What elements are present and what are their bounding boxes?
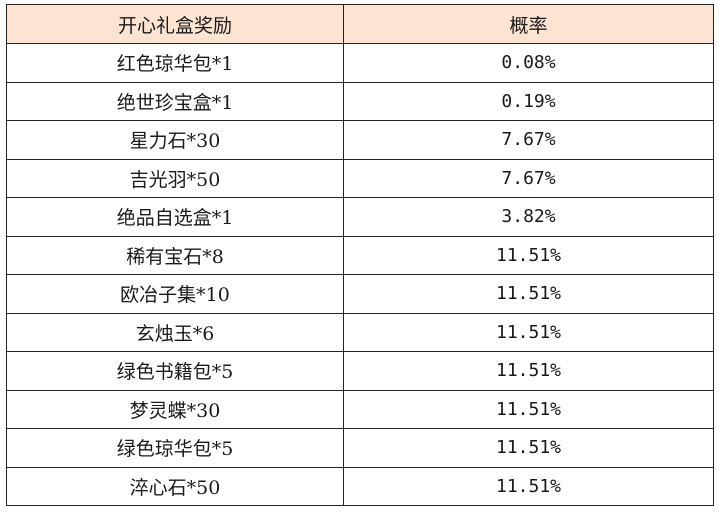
table-body: 红色琼华包*1 0.08% 绝世珍宝盒*1 0.19% 星力石*30 7.67%… [6,43,714,506]
probability-cell: 7.67% [343,120,714,160]
reward-cell: 梦灵蝶*30 [6,389,344,429]
probability-cell: 11.51% [343,428,714,468]
reward-probability-table: 开心礼盒奖励 概率 红色琼华包*1 0.08% 绝世珍宝盒*1 0.19% 星力… [6,4,714,506]
table-row: 绿色琼华包*5 11.51% [6,428,714,468]
reward-cell: 稀有宝石*8 [6,235,344,275]
reward-cell: 绝世珍宝盒*1 [6,81,344,121]
table-header: 开心礼盒奖励 概率 [6,4,714,44]
table-row: 绿色书籍包*5 11.51% [6,351,714,391]
probability-cell: 0.19% [343,81,714,121]
table-row: 梦灵蝶*30 11.51% [6,389,714,429]
header-probability: 概率 [343,4,714,44]
reward-cell: 淬心石*50 [6,466,344,506]
probability-cell: 11.51% [343,351,714,391]
probability-cell: 11.51% [343,274,714,314]
probability-cell: 0.08% [343,43,714,83]
header-reward: 开心礼盒奖励 [6,4,344,44]
probability-cell: 11.51% [343,466,714,506]
probability-cell: 11.51% [343,312,714,352]
table-row: 玄烛玉*6 11.51% [6,312,714,352]
reward-cell: 星力石*30 [6,120,344,160]
reward-cell: 绝品自选盒*1 [6,197,344,237]
probability-cell: 3.82% [343,197,714,237]
reward-cell: 绿色书籍包*5 [6,351,344,391]
table-row: 吉光羽*50 7.67% [6,158,714,198]
table-row: 绝世珍宝盒*1 0.19% [6,81,714,121]
table-row: 欧冶子集*10 11.51% [6,274,714,314]
reward-cell: 绿色琼华包*5 [6,428,344,468]
reward-cell: 玄烛玉*6 [6,312,344,352]
table-row: 绝品自选盒*1 3.82% [6,197,714,237]
table-row: 星力石*30 7.67% [6,120,714,160]
table-row: 淬心石*50 11.51% [6,466,714,506]
probability-cell: 11.51% [343,389,714,429]
table-row: 红色琼华包*1 0.08% [6,43,714,83]
table-row: 稀有宝石*8 11.51% [6,235,714,275]
probability-cell: 11.51% [343,235,714,275]
reward-cell: 欧冶子集*10 [6,274,344,314]
reward-cell: 红色琼华包*1 [6,43,344,83]
reward-cell: 吉光羽*50 [6,158,344,198]
probability-cell: 7.67% [343,158,714,198]
header-row: 开心礼盒奖励 概率 [6,4,714,44]
